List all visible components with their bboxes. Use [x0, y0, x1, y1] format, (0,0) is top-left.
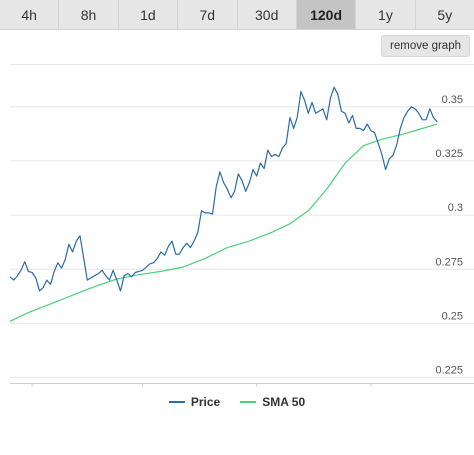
tab-1d[interactable]: 1d — [118, 0, 179, 30]
tab-1y[interactable]: 1y — [356, 0, 416, 30]
tab-5y[interactable]: 5y — [415, 0, 474, 30]
chart-gridlines — [10, 64, 474, 384]
x-tick-label: Jun '25 — [15, 391, 50, 392]
y-tick-label: 0.225 — [435, 365, 463, 377]
y-tick-label: 0.275 — [435, 256, 463, 268]
x-tick-label: Sep '25 — [352, 391, 389, 392]
tab-30d[interactable]: 30d — [237, 0, 297, 30]
legend-item-price[interactable]: Price — [168, 395, 221, 409]
tab-120d[interactable]: 120d — [296, 0, 357, 30]
sma-50-series-line — [9, 123, 438, 322]
chart-legend: Price SMA 50 — [0, 392, 474, 412]
y-axis-ticks: 0.225 0.25 0.275 0.3 0.325 0.35 — [435, 94, 463, 377]
legend-item-sma[interactable]: SMA 50 — [240, 395, 305, 409]
sma-legend-swatch — [240, 401, 257, 403]
tab-8h[interactable]: 8h — [59, 0, 119, 30]
price-legend-swatch — [168, 401, 185, 403]
x-tick-label: Aug '25 — [238, 391, 275, 392]
price-series-line — [9, 86, 438, 292]
chart-series — [9, 86, 438, 322]
y-tick-label: 0.3 — [448, 202, 463, 214]
y-tick-label: 0.325 — [435, 148, 463, 160]
x-tick-label: Jul '25 — [127, 391, 158, 392]
timeframe-tabs: 4h 8h 1d 7d 30d 120d 1y 5y — [0, 0, 474, 30]
legend-price-label: Price — [190, 395, 221, 409]
y-tick-label: 0.35 — [442, 94, 463, 106]
remove-graph-button[interactable]: remove graph — [381, 35, 470, 57]
x-axis-ticks: Jun '25 Jul '25 Aug '25 Sep '25 — [15, 383, 389, 392]
tab-4h[interactable]: 4h — [0, 0, 60, 30]
tab-7d[interactable]: 7d — [178, 0, 238, 30]
price-chart: 0.225 0.25 0.275 0.3 0.325 0.35 Jun '25 Jul '2… — [9, 64, 474, 392]
legend-sma-label: SMA 50 — [262, 395, 306, 409]
y-tick-label: 0.25 — [442, 310, 463, 322]
